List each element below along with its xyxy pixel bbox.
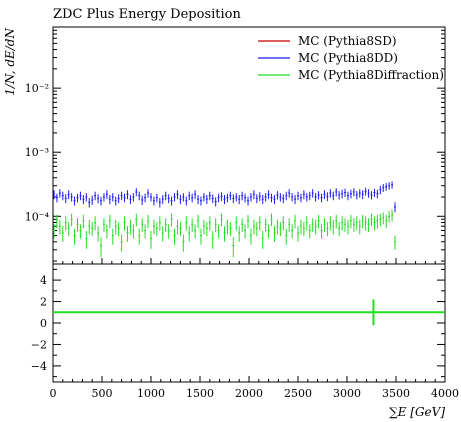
y-axis-label: 1/N, dE/dN: [3, 28, 17, 96]
legend-label: MC (Pythia8Diffraction): [298, 68, 444, 82]
ratio-tick-label: 0: [40, 317, 47, 330]
ratio-y-axis: −4 −2 0 2 4: [31, 268, 445, 378]
ratio-tick-label: −4: [31, 360, 47, 373]
ratio-tick-label: −2: [31, 338, 47, 351]
y-tick-label: 10⁻⁴: [25, 210, 50, 223]
y-tick-label: 10⁻³: [25, 146, 49, 159]
x-tick-label: 2500: [284, 387, 312, 400]
x-tick-label: 0: [50, 387, 57, 400]
legend-label: MC (Pythia8SD): [298, 34, 397, 48]
x-tick-label: 3500: [382, 387, 410, 400]
x-tick-label: 1500: [186, 387, 214, 400]
x-tick-label: 1000: [137, 387, 165, 400]
x-axis: 0 500 1000 1500 2000 2500 3000 3500 4000: [50, 258, 459, 400]
legend: MC (Pythia8SD) MC (Pythia8DD) MC (Pythia8D…: [258, 34, 444, 82]
ratio-plot-frame: [52, 263, 446, 383]
y-tick-label: 10⁻²: [25, 82, 49, 95]
ratio-series-layer: [53, 299, 445, 326]
ratio-panel: −4 −2 0 2 4: [31, 263, 446, 383]
x-tick-label: 2000: [235, 387, 263, 400]
x-axis-label: ∑E [GeV]: [389, 405, 445, 419]
legend-label: MC (Pythia8DD): [298, 51, 398, 65]
main-panel: 10⁻⁴ 10⁻³ 10⁻²: [25, 26, 446, 265]
main-y-axis: 10⁻⁴ 10⁻³ 10⁻²: [25, 26, 445, 262]
ratio-tick-label: 2: [40, 296, 47, 309]
x-tick-label: 3000: [333, 387, 361, 400]
main-series-layer: [52, 181, 397, 258]
chart-title: ZDC Plus Energy Deposition: [53, 7, 241, 22]
x-tick-label: 500: [92, 387, 113, 400]
x-tick-label: 4000: [431, 387, 459, 400]
ratio-tick-label: 4: [40, 274, 47, 287]
